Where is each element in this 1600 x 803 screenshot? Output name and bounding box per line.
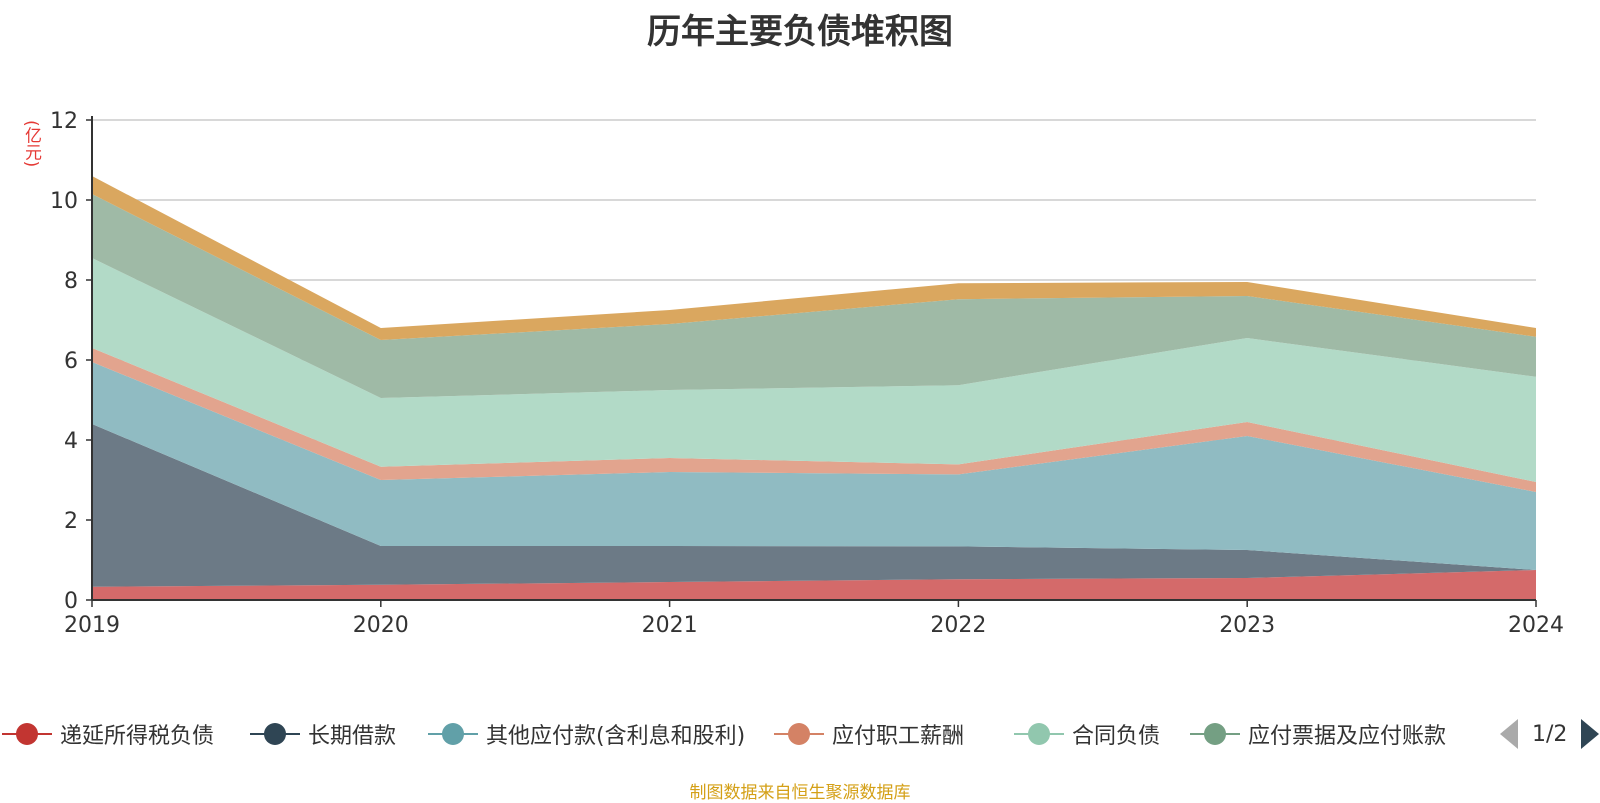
area-series-3[interactable] [92,362,1536,570]
data-source-note: 制图数据来自恒生聚源数据库 [689,783,911,803]
legend-label: 应付票据及应付账款 [1248,724,1447,749]
x-tick-label: 2021 [642,613,698,638]
legend-item[interactable]: 应付职工薪酬 [774,716,964,752]
x-tick-label: 2019 [64,613,120,638]
y-tick-label: 8 [64,269,78,294]
legend-page-indicator: 1/2 [1532,721,1568,747]
legend-marker-icon [2,716,52,752]
area-series-1[interactable] [92,570,1536,600]
x-tick-label: 2022 [930,613,986,638]
y-axis-unit: (亿元) [21,120,41,168]
legend: 递延所得税负债 长期借款 其他应付款(含利息和股利) 应付职工薪酬 合同负债 应付票据及应… [0,716,1600,752]
legend-label: 其他应付款(含利息和股利) [486,724,746,749]
y-tick-label: 0 [64,589,78,614]
legend-prev-page-icon[interactable] [1500,719,1518,749]
chart-title: 历年主要负债堆积图 [647,12,953,52]
x-tick-label: 2020 [353,613,409,638]
area-series-2[interactable] [92,424,1536,587]
legend-marker-icon [428,716,478,752]
area-series-5[interactable] [92,258,1536,482]
legend-next-page-icon[interactable] [1581,719,1600,749]
legend-item[interactable]: 递延所得税负债 [2,716,214,752]
axes [86,116,1537,607]
legend-pager: 1/2 [1500,716,1600,752]
x-tick-label: 2024 [1508,613,1564,638]
area-series[interactable] [92,176,1536,600]
x-tick-label: 2023 [1219,613,1275,638]
legend-item[interactable]: 其他应付款(含利息和股利) [428,716,745,752]
legend-marker-icon [774,716,824,752]
legend-label: 合同负债 [1072,724,1161,749]
y-tick-label: 6 [64,349,78,374]
y-tick-label: 4 [64,429,78,454]
legend-label: 递延所得税负债 [60,724,215,749]
y-tick-label: 2 [64,509,78,534]
legend-marker-icon [1014,716,1064,752]
area-series-7[interactable] [92,176,1536,340]
legend-label: 长期借款 [308,724,397,749]
legend-item[interactable]: 应付票据及应付账款 [1190,716,1446,752]
y-tick-label: 12 [50,109,78,134]
legend-item[interactable]: 合同负债 [1014,716,1160,752]
legend-item[interactable]: 长期借款 [250,716,396,752]
tick-labels: 0 2 4 6 8 10 12 2019 2020 2021 2022 2023 2024 [50,109,1564,638]
legend-marker-icon [250,716,300,752]
area-series-4[interactable] [92,348,1536,492]
legend-marker-icon [1190,716,1240,752]
stacked-area-chart: 0 2 4 6 8 10 12 2019 2020 2021 2022 2023 2024 [50,109,1564,638]
y-tick-label: 10 [50,189,78,214]
legend-label: 应付职工薪酬 [832,724,965,749]
area-series-6[interactable] [92,194,1536,398]
